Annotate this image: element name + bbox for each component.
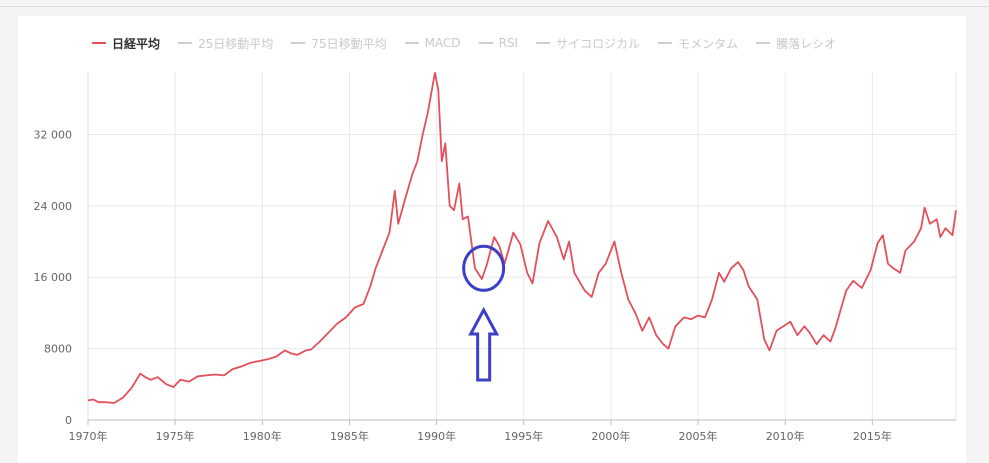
series-layer xyxy=(87,72,957,404)
legend-item-4[interactable]: RSI xyxy=(478,36,519,50)
legend-swatch-icon xyxy=(756,42,771,44)
legend-label: 25日移動平均 xyxy=(198,36,274,51)
y-tick-label: 16 000 xyxy=(34,271,73,284)
legend-swatch-icon xyxy=(178,42,193,44)
x-tick-label: 2010年 xyxy=(766,429,805,443)
vertical-gridlines xyxy=(87,72,957,420)
legend-label: 騰落レシオ xyxy=(776,36,837,51)
legend-item-1[interactable]: 25日移動平均 xyxy=(178,35,273,52)
legend-item-3[interactable]: MACD xyxy=(404,36,461,50)
x-tick-label: 1995年 xyxy=(504,429,543,443)
y-tick-label: 0 xyxy=(65,414,72,427)
highlight-circle xyxy=(462,244,506,292)
legend-label: RSI xyxy=(498,36,519,50)
series-line-0 xyxy=(87,72,957,404)
chart-legend: 日経平均 25日移動平均 75日移動平均 MACD RSI サイコロジカル モメンタム 騰落レ… xyxy=(92,34,836,52)
horizontal-gridlines xyxy=(88,133,956,350)
x-tick-label: 1985年 xyxy=(330,429,369,443)
x-tick-label: 1990年 xyxy=(417,429,456,443)
x-tick-label: 2000年 xyxy=(591,429,630,443)
legend-swatch-icon xyxy=(92,42,106,44)
annotation-layer xyxy=(462,244,506,382)
arrow-up-icon xyxy=(468,306,500,382)
legend-swatch-icon xyxy=(291,42,306,44)
legend-item-6[interactable]: モメンタム xyxy=(658,35,738,52)
y-tick-label: 8000 xyxy=(44,343,72,356)
legend-label: 日経平均 xyxy=(112,36,161,51)
x-tick-label: 1980年 xyxy=(243,429,282,443)
legend-label: 75日移動平均 xyxy=(311,36,387,51)
legend-swatch-icon xyxy=(536,42,551,44)
legend-item-5[interactable]: サイコロジカル xyxy=(536,35,640,52)
y-tick-label: 24 000 xyxy=(34,200,73,213)
legend-item-2[interactable]: 75日移動平均 xyxy=(291,35,387,52)
legend-swatch-icon xyxy=(404,42,419,44)
x-tick-label: 1975年 xyxy=(156,429,195,443)
legend-swatch-icon xyxy=(658,42,673,44)
x-axis-tick-labels: 1970年 1975年 1980年 1985年 1990年 1995年 2000年 2005年… xyxy=(69,429,892,443)
x-tick-label: 1970年 xyxy=(69,429,108,443)
legend-item-0[interactable]: 日経平均 xyxy=(92,35,160,52)
top-divider xyxy=(0,6,989,7)
legend-label: サイコロジカル xyxy=(556,36,641,51)
legend-swatch-icon xyxy=(478,42,493,44)
x-tick-label: 2005年 xyxy=(679,429,718,443)
y-axis-tick-labels: 0 8000 16 000 24 000 32 000 xyxy=(34,128,73,427)
legend-label: モメンタム xyxy=(678,36,739,51)
legend-item-7[interactable]: 騰落レシオ xyxy=(756,35,836,52)
chart-panel xyxy=(18,16,966,463)
x-tick-label: 2015年 xyxy=(853,429,892,443)
legend-label: MACD xyxy=(424,36,461,50)
axis-lines xyxy=(87,72,956,425)
y-tick-label: 32 000 xyxy=(34,128,73,141)
